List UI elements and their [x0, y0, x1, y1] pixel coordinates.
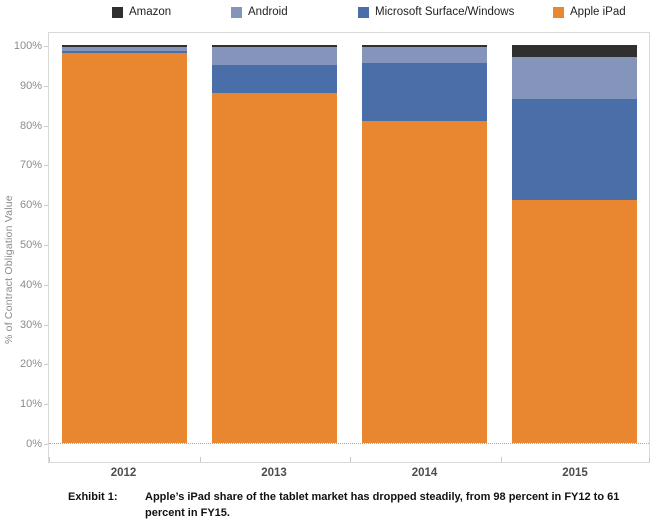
y-tick-mark	[44, 444, 48, 445]
legend-item-amazon: Amazon	[112, 4, 171, 20]
exhibit-number: Exhibit 1:	[68, 491, 118, 503]
y-tick-label-30pct: 30%	[19, 318, 42, 331]
stacked-bar-2015	[511, 45, 637, 443]
y-tick-mark	[44, 364, 48, 366]
y-tick-label-90pct: 90%	[19, 79, 42, 92]
x-tick-label-2014: 2014	[411, 467, 438, 479]
y-tick-label-10pct: 10%	[19, 398, 42, 411]
bar-segment-2014-android	[361, 47, 487, 63]
legend-label: Amazon	[129, 6, 172, 18]
y-tick-mark	[44, 205, 48, 207]
legend-label: Android	[248, 6, 288, 18]
bar-segment-2013-microsoft-surface-windows	[211, 64, 337, 93]
bar-segment-2013-android	[211, 47, 337, 65]
y-tick-label-80pct: 80%	[19, 119, 42, 132]
legend-item-microsoft-surface-windows: Microsoft Surface/Windows	[358, 4, 514, 20]
y-tick-mark	[44, 85, 48, 87]
bar-segment-2013-apple-ipad	[211, 92, 337, 443]
x-tick-mark	[350, 457, 351, 462]
y-tick-label-0pct: 0%	[26, 438, 42, 450]
plot-area	[48, 32, 650, 463]
y-tick-label-60pct: 60%	[19, 199, 42, 212]
bar-segment-2013-amazon	[211, 45, 337, 48]
exhibit-caption: Exhibit 1: Apple’s iPad share of the tab…	[68, 489, 645, 521]
bar-segment-2015-android	[511, 56, 637, 99]
x-tick-mark	[199, 457, 201, 462]
bar-segment-2015-microsoft-surface-windows	[511, 98, 637, 201]
x-tick-mark	[49, 457, 50, 462]
bar-segment-2012-amazon	[61, 45, 187, 47]
exhibit-text: Apple’s iPad share of the tablet market …	[145, 491, 620, 519]
bar-slot-2013	[199, 45, 349, 443]
zero-gridline	[49, 443, 649, 444]
x-tick-label-2013: 2013	[261, 467, 287, 479]
legend-swatch-icon	[112, 6, 123, 18]
bars-layer	[49, 45, 649, 443]
bar-slot-2015	[499, 45, 649, 443]
bar-segment-2012-apple-ipad	[61, 53, 187, 443]
legend-label: Microsoft Surface/Windows	[375, 6, 515, 18]
bar-segment-2014-amazon	[361, 45, 487, 48]
bar-segment-2014-apple-ipad	[361, 120, 487, 443]
x-tick-label-2015: 2015	[562, 467, 588, 479]
y-tick-mark	[44, 324, 48, 326]
legend-item-android: Android	[231, 4, 288, 20]
stacked-bar-2013	[211, 45, 337, 443]
bar-segment-2015-amazon	[511, 45, 637, 57]
bar-segment-2012-microsoft-surface-windows	[61, 51, 187, 53]
stacked-bar-2012	[61, 45, 187, 443]
x-tick-label-2012: 2012	[110, 467, 137, 479]
y-tick-mark	[44, 46, 48, 47]
y-tick-mark	[44, 284, 48, 286]
y-tick-mark	[44, 404, 48, 406]
y-tick-label-20pct: 20%	[19, 358, 42, 371]
x-tick-mark	[649, 457, 650, 462]
legend-swatch-icon	[553, 6, 564, 18]
bar-slot-2014	[349, 45, 499, 443]
bar-segment-2012-android	[61, 47, 187, 51]
bar-segment-2015-apple-ipad	[511, 200, 637, 443]
y-tick-mark	[44, 125, 48, 127]
bar-slot-2012	[49, 45, 199, 443]
y-tick-label-50pct: 50%	[19, 239, 42, 251]
legend-label: Apple iPad	[570, 6, 626, 18]
y-tick-mark	[44, 165, 48, 167]
legend-swatch-icon	[358, 6, 369, 18]
legend-swatch-icon	[231, 6, 242, 18]
x-tick-mark	[500, 457, 502, 462]
y-tick-mark	[44, 245, 48, 246]
y-tick-label-70pct: 70%	[19, 159, 42, 172]
stacked-bar-2014	[361, 45, 487, 443]
bar-segment-2014-microsoft-surface-windows	[361, 62, 487, 121]
legend-item-apple-ipad: Apple iPad	[553, 4, 626, 20]
y-tick-label-40pct: 40%	[19, 278, 42, 291]
y-tick-label-100pct: 100%	[13, 40, 42, 52]
